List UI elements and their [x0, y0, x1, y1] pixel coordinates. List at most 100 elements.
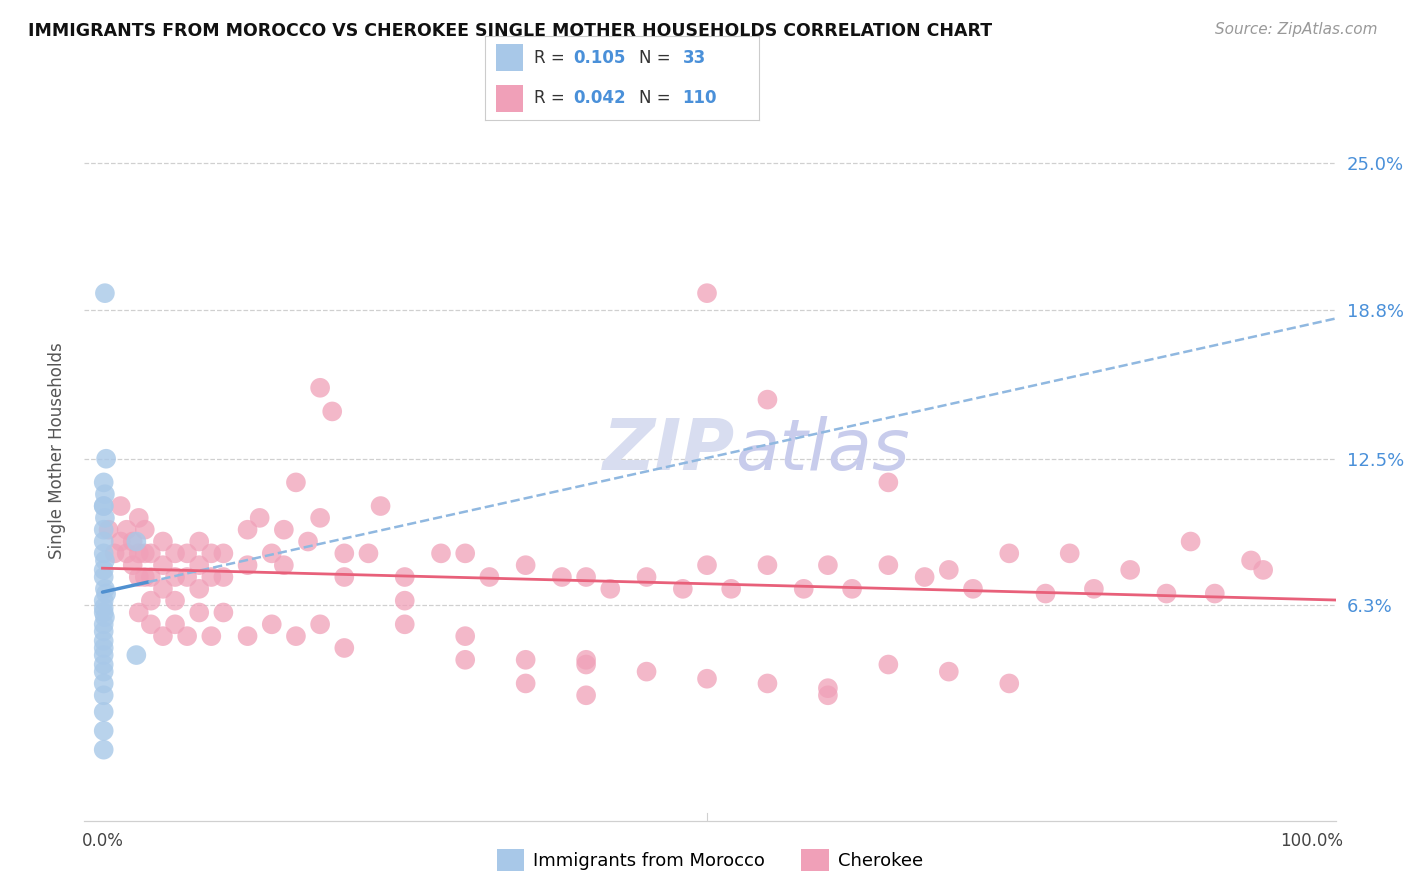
Point [575, 688, 598, 702]
Point [188, 534, 211, 549]
Point [93, 657, 115, 672]
Point [188, 582, 211, 596]
Point [236, 629, 259, 643]
Text: 110: 110 [682, 89, 717, 107]
Point [93, 570, 115, 584]
Point [260, 617, 283, 632]
Point [200, 546, 222, 560]
Point [94, 451, 117, 466]
Point [134, 546, 156, 560]
Point [1059, 546, 1081, 560]
Point [1251, 563, 1274, 577]
Point [139, 593, 162, 607]
Point [212, 570, 235, 584]
Text: N =: N = [638, 49, 675, 67]
Point [163, 546, 186, 560]
Point [696, 558, 718, 573]
Point [309, 381, 332, 395]
Point [249, 511, 271, 525]
Bar [496, 44, 523, 71]
Point [93, 665, 115, 679]
Point [93, 688, 115, 702]
Point [696, 286, 718, 301]
Point [672, 582, 695, 596]
Point [152, 582, 174, 596]
Text: atlas: atlas [735, 416, 910, 485]
Point [103, 546, 125, 560]
Point [756, 558, 779, 573]
Point [139, 546, 162, 560]
Point [284, 475, 307, 490]
Point [454, 653, 477, 667]
Point [93, 640, 115, 655]
Point [93, 475, 115, 490]
Point [93, 648, 115, 662]
Point [163, 570, 186, 584]
Point [1240, 553, 1263, 567]
Point [877, 558, 900, 573]
Point [93, 563, 115, 577]
Point [454, 546, 477, 560]
Point [284, 629, 307, 643]
Point [128, 511, 150, 525]
Point [515, 558, 537, 573]
Point [93, 534, 115, 549]
Point [200, 570, 222, 584]
Point [273, 523, 295, 537]
Point [236, 523, 259, 537]
Point [454, 629, 477, 643]
Point [394, 593, 416, 607]
Point [333, 640, 356, 655]
Point [333, 570, 356, 584]
Text: N =: N = [638, 89, 675, 107]
Point [309, 511, 332, 525]
Point [94, 553, 117, 567]
Point [551, 570, 574, 584]
Point [212, 546, 235, 560]
Point [938, 563, 960, 577]
Point [115, 523, 138, 537]
Point [110, 534, 132, 549]
Point [636, 665, 658, 679]
Point [260, 546, 283, 560]
Text: 0.105: 0.105 [572, 49, 626, 67]
Point [297, 534, 319, 549]
Point [394, 617, 416, 632]
Point [575, 653, 598, 667]
Point [273, 558, 295, 573]
Point [333, 546, 356, 560]
Point [478, 570, 501, 584]
Point [962, 582, 984, 596]
Point [720, 582, 742, 596]
Point [93, 624, 115, 639]
Point [236, 558, 259, 573]
Point [93, 617, 115, 632]
Point [357, 546, 380, 560]
Point [134, 570, 156, 584]
Point [128, 546, 150, 560]
Legend: Immigrants from Morocco, Cherokee: Immigrants from Morocco, Cherokee [491, 842, 929, 879]
Point [515, 653, 537, 667]
Point [793, 582, 815, 596]
Point [93, 705, 115, 719]
Point [696, 672, 718, 686]
Point [94, 487, 117, 501]
Point [163, 593, 186, 607]
Text: IMMIGRANTS FROM MOROCCO VS CHEROKEE SINGLE MOTHER HOUSEHOLDS CORRELATION CHART: IMMIGRANTS FROM MOROCCO VS CHEROKEE SING… [28, 22, 993, 40]
Point [575, 570, 598, 584]
Point [93, 676, 115, 690]
Point [1083, 582, 1105, 596]
Point [110, 499, 132, 513]
Point [134, 523, 156, 537]
Text: 33: 33 [682, 49, 706, 67]
Point [115, 546, 138, 560]
Point [128, 606, 150, 620]
Point [394, 570, 416, 584]
Point [121, 558, 143, 573]
Point [817, 688, 839, 702]
Point [94, 582, 117, 596]
Point [97, 523, 120, 537]
Point [93, 593, 115, 607]
Point [599, 582, 621, 596]
Point [125, 534, 148, 549]
